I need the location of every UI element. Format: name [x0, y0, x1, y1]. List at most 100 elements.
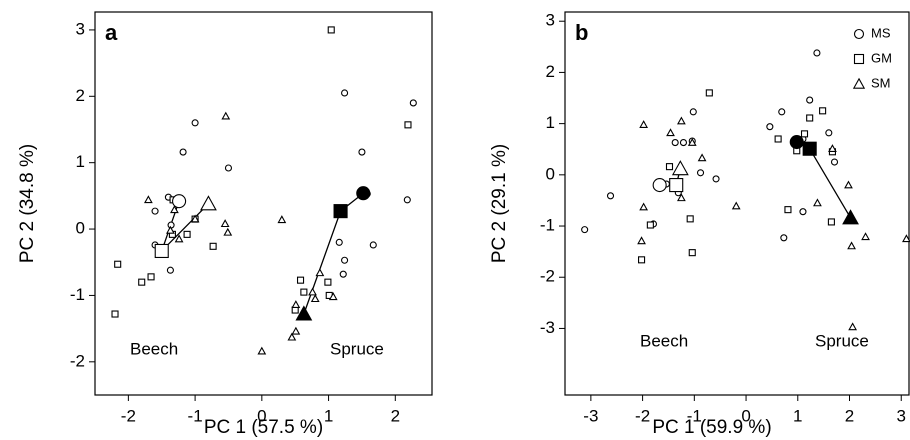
point — [341, 89, 349, 97]
point — [170, 205, 179, 214]
mean-point — [652, 178, 667, 193]
point — [174, 234, 184, 243]
point — [300, 288, 308, 296]
point — [223, 227, 233, 236]
x-tick-label: 2 — [845, 406, 854, 425]
point — [341, 256, 349, 264]
mean-point — [356, 186, 371, 201]
point — [327, 26, 335, 34]
point — [191, 119, 199, 127]
point — [639, 202, 649, 211]
y-tick-label: 3 — [76, 19, 85, 38]
mean-point — [671, 160, 689, 176]
point — [800, 130, 809, 138]
point — [221, 111, 231, 120]
point — [638, 256, 646, 264]
mean-point — [333, 204, 348, 219]
point — [677, 116, 686, 125]
point — [209, 242, 217, 250]
mean-point — [842, 209, 859, 225]
point — [166, 225, 175, 234]
y-tick-label: 1 — [546, 113, 555, 132]
point — [190, 214, 200, 223]
point — [315, 268, 325, 277]
x-tick-label: 3 — [897, 406, 906, 425]
point — [339, 270, 347, 278]
point — [689, 108, 697, 116]
x-tick-label: -1 — [687, 406, 702, 425]
point — [666, 128, 675, 137]
point — [774, 135, 782, 143]
y-tick-label: -1 — [70, 285, 85, 304]
point — [291, 300, 301, 309]
mean-point — [200, 195, 217, 211]
plot-frame — [564, 11, 910, 396]
point — [179, 148, 187, 156]
y-tick-label: -2 — [540, 267, 555, 286]
point — [646, 221, 654, 229]
point — [861, 232, 870, 241]
legend-label: SM — [871, 75, 891, 90]
x-tick-label: -2 — [635, 406, 650, 425]
x-tick-label: 1 — [793, 406, 802, 425]
point — [705, 89, 713, 97]
point — [813, 49, 821, 57]
point — [257, 346, 267, 355]
point — [687, 137, 697, 146]
point — [369, 241, 377, 249]
x-tick-label: -2 — [121, 406, 136, 425]
point — [847, 241, 856, 250]
point — [844, 180, 853, 189]
x-tick-label: -3 — [583, 406, 598, 425]
point — [697, 153, 707, 162]
point — [409, 99, 417, 107]
legend-symbol — [853, 28, 865, 40]
point — [166, 266, 174, 274]
point — [806, 114, 814, 122]
mean-point — [172, 194, 187, 209]
mean-point — [669, 178, 684, 193]
point — [287, 332, 297, 341]
point — [799, 208, 807, 216]
point — [784, 206, 792, 214]
point — [404, 121, 412, 129]
point — [403, 196, 411, 204]
y-tick-label: 2 — [76, 86, 85, 105]
x-tick-label: 0 — [257, 406, 266, 425]
y-tick-label: 0 — [76, 219, 85, 238]
point — [147, 273, 155, 281]
y-tick-label: 2 — [546, 62, 555, 81]
y-axis-label: PC 2 (34.8 %) — [17, 144, 38, 263]
annotation: Beech — [130, 339, 178, 358]
point — [111, 310, 119, 318]
point — [220, 219, 230, 228]
x-axis-label: PC 1 (57.5 %) — [204, 417, 323, 438]
point — [712, 175, 720, 183]
point — [825, 129, 833, 137]
point — [665, 163, 674, 171]
point — [686, 215, 694, 223]
point — [183, 230, 191, 238]
plot-frame — [94, 11, 433, 396]
point — [151, 207, 159, 215]
legend-symbol — [853, 53, 865, 65]
point — [138, 278, 146, 286]
point — [358, 148, 366, 156]
x-tick-label: 0 — [741, 406, 750, 425]
x-tick-label: -1 — [188, 406, 203, 425]
y-tick-label: -2 — [70, 351, 85, 370]
annotation: Spruce — [330, 339, 384, 358]
point — [277, 215, 287, 224]
point — [606, 192, 615, 200]
mean-point — [789, 135, 804, 150]
y-tick-label: -1 — [540, 216, 555, 235]
point — [224, 164, 233, 172]
point — [324, 278, 332, 286]
point — [310, 294, 320, 303]
annotation: Spruce — [815, 331, 869, 350]
y-tick-label: 0 — [546, 164, 555, 183]
y-axis-label: PC 2 (29.1 %) — [489, 144, 510, 263]
mean-point — [802, 141, 817, 156]
point — [848, 322, 857, 331]
